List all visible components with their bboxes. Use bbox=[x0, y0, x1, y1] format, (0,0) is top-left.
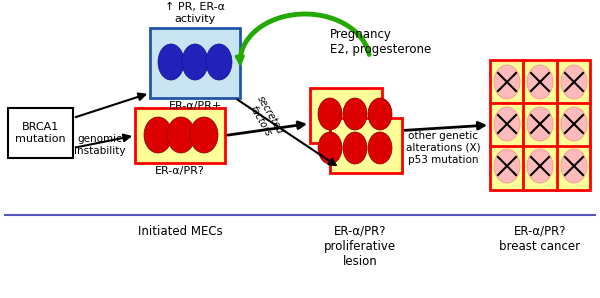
Bar bbox=[490, 60, 590, 190]
Text: genomic
instability: genomic instability bbox=[74, 134, 126, 156]
Ellipse shape bbox=[368, 98, 392, 130]
Ellipse shape bbox=[561, 149, 587, 183]
Ellipse shape bbox=[167, 117, 195, 153]
Ellipse shape bbox=[368, 132, 392, 164]
Text: secreted
factors: secreted factors bbox=[245, 94, 285, 142]
Bar bbox=[150, 28, 240, 98]
Text: ER-α/PR+: ER-α/PR+ bbox=[169, 101, 221, 111]
Ellipse shape bbox=[318, 98, 342, 130]
Ellipse shape bbox=[561, 107, 587, 141]
Ellipse shape bbox=[561, 65, 587, 99]
Text: ER-α/PR?: ER-α/PR? bbox=[155, 166, 205, 176]
Ellipse shape bbox=[527, 65, 553, 99]
Text: ER-α/PR?
breast cancer: ER-α/PR? breast cancer bbox=[499, 225, 581, 253]
Text: BRCA1
mutation: BRCA1 mutation bbox=[15, 122, 66, 144]
Ellipse shape bbox=[206, 44, 232, 80]
Text: ER-α/PR?
proliferative
lesion: ER-α/PR? proliferative lesion bbox=[324, 225, 396, 268]
Text: other genetic
alterations (X)
p53 mutation: other genetic alterations (X) p53 mutati… bbox=[406, 131, 481, 164]
Ellipse shape bbox=[494, 149, 520, 183]
Text: ↑ PR, ER-α
activity: ↑ PR, ER-α activity bbox=[165, 2, 225, 24]
Ellipse shape bbox=[182, 44, 208, 80]
Bar bbox=[8, 108, 73, 158]
Ellipse shape bbox=[527, 107, 553, 141]
Text: Pregnancy
E2, progesterone: Pregnancy E2, progesterone bbox=[330, 28, 431, 56]
Ellipse shape bbox=[527, 149, 553, 183]
Ellipse shape bbox=[343, 98, 367, 130]
Ellipse shape bbox=[494, 107, 520, 141]
Bar bbox=[135, 108, 225, 163]
Ellipse shape bbox=[343, 132, 367, 164]
Ellipse shape bbox=[190, 117, 218, 153]
Ellipse shape bbox=[318, 132, 342, 164]
Bar bbox=[330, 118, 402, 173]
Ellipse shape bbox=[494, 65, 520, 99]
Ellipse shape bbox=[158, 44, 184, 80]
Text: Initiated MECs: Initiated MECs bbox=[137, 225, 223, 238]
Ellipse shape bbox=[144, 117, 172, 153]
Bar bbox=[310, 88, 382, 143]
